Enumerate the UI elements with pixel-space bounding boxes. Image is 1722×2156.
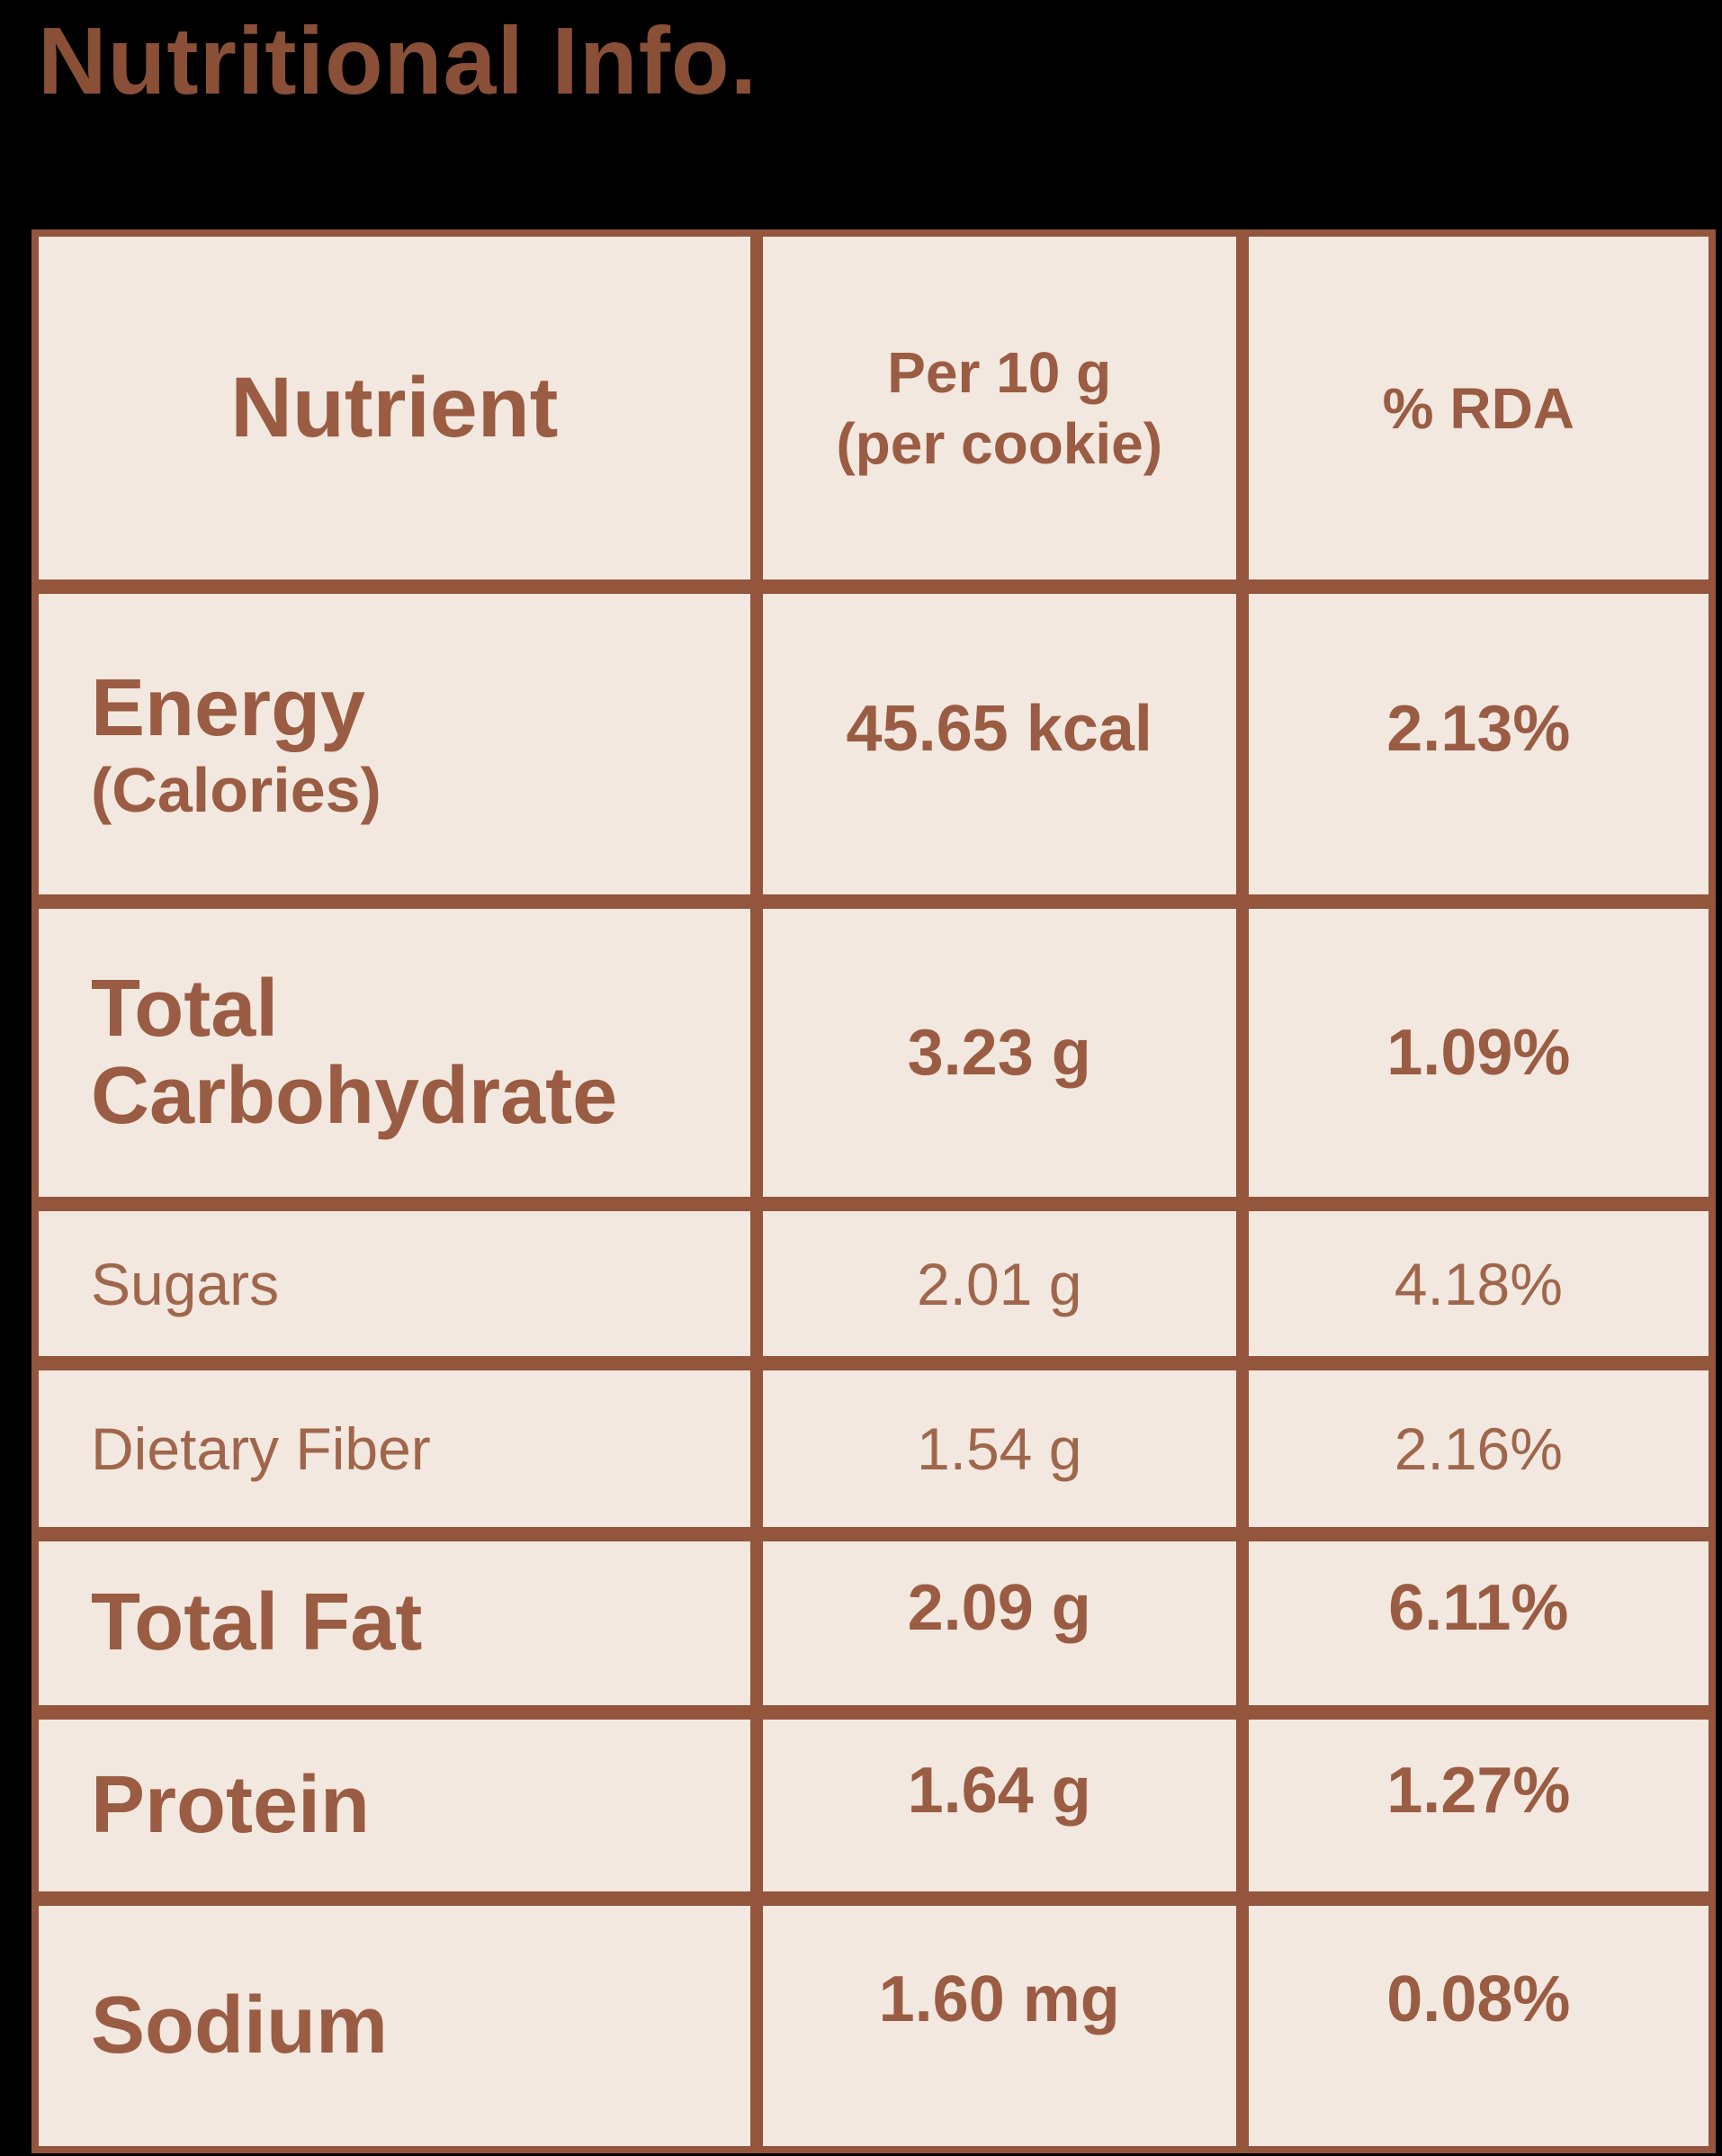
table-row-total-carbohydrate: Total Carbohydrate 3.23 g 1.09% — [39, 894, 1709, 1197]
sugars-rda: 4.18% — [1394, 1250, 1563, 1317]
table-row-sugars: Sugars 2.01 g 4.18% — [39, 1197, 1709, 1356]
fiber-rda-cell: 2.16% — [1235, 1370, 1709, 1527]
carb-amount-cell: 3.23 g — [749, 909, 1236, 1197]
energy-label-cell: Energy (Calories) — [39, 594, 750, 894]
carb-label-cell: Total Carbohydrate — [39, 909, 750, 1197]
fiber-label: Dietary Fiber — [91, 1415, 431, 1482]
header-per-10g-line1: Per 10 g — [887, 340, 1112, 406]
carb-rda-cell: 1.09% — [1235, 909, 1709, 1197]
protein-rda: 1.27% — [1386, 1754, 1571, 1827]
sodium-rda: 0.08% — [1386, 1963, 1571, 2035]
fat-rda-cell: 6.11% — [1235, 1541, 1709, 1705]
carb-amount: 3.23 g — [907, 1017, 1091, 1089]
header-cell-per-10g: Per 10 g (per cookie) — [749, 237, 1236, 579]
table-row-sodium: Sodium 1.60 mg 0.08% — [39, 1891, 1709, 2146]
sugars-amount: 2.01 g — [916, 1250, 1082, 1317]
protein-rda-cell: 1.27% — [1235, 1720, 1709, 1891]
nutrition-table: Nutrient Per 10 g (per cookie) % RDA Ene… — [31, 229, 1716, 2153]
fat-amount: 2.09 g — [907, 1572, 1091, 1644]
energy-amount: 45.65 kcal — [846, 693, 1152, 765]
sodium-rda-cell: 0.08% — [1235, 1906, 1709, 2146]
carb-rda: 1.09% — [1386, 1017, 1571, 1089]
fat-amount-cell: 2.09 g — [749, 1541, 1236, 1705]
table-row-total-fat: Total Fat 2.09 g 6.11% — [39, 1527, 1709, 1705]
fiber-rda: 2.16% — [1394, 1415, 1563, 1482]
carb-label: Total Carbohydrate — [91, 963, 618, 1141]
protein-label-cell: Protein — [39, 1720, 750, 1891]
page-title: Nutritional Info. — [38, 8, 758, 114]
protein-label: Protein — [91, 1759, 371, 1850]
fiber-amount-cell: 1.54 g — [749, 1370, 1236, 1527]
energy-amount-cell: 45.65 kcal — [749, 594, 1236, 894]
energy-rda: 2.13% — [1386, 693, 1571, 765]
table-row-energy: Energy (Calories) 45.65 kcal 2.13% — [39, 579, 1709, 894]
fat-rda: 6.11% — [1388, 1572, 1569, 1644]
protein-amount: 1.64 g — [907, 1754, 1091, 1827]
header-rda-label: % RDA — [1382, 375, 1575, 441]
sodium-label: Sodium — [91, 1980, 388, 2071]
sodium-amount: 1.60 mg — [878, 1963, 1120, 2035]
table-row-protein: Protein 1.64 g 1.27% — [39, 1705, 1709, 1891]
fiber-amount: 1.54 g — [916, 1415, 1082, 1482]
header-nutrient-label: Nutrient — [230, 360, 559, 455]
energy-sublabel: (Calories) — [91, 754, 381, 825]
sodium-label-cell: Sodium — [39, 1906, 750, 2146]
protein-amount-cell: 1.64 g — [749, 1720, 1236, 1891]
header-cell-rda: % RDA — [1235, 237, 1709, 579]
table-row-dietary-fiber: Dietary Fiber 1.54 g 2.16% — [39, 1356, 1709, 1527]
sugars-amount-cell: 2.01 g — [749, 1211, 1236, 1356]
sugars-label-cell: Sugars — [39, 1211, 750, 1356]
energy-rda-cell: 2.13% — [1235, 594, 1709, 894]
sugars-label: Sugars — [91, 1250, 280, 1317]
sodium-amount-cell: 1.60 mg — [749, 1906, 1236, 2146]
header-cell-nutrient: Nutrient — [39, 237, 750, 579]
table-header-row: Nutrient Per 10 g (per cookie) % RDA — [39, 237, 1709, 579]
sugars-rda-cell: 4.18% — [1235, 1211, 1709, 1356]
fat-label-cell: Total Fat — [39, 1541, 750, 1705]
energy-label: Energy — [91, 662, 366, 753]
fiber-label-cell: Dietary Fiber — [39, 1370, 750, 1527]
fat-label: Total Fat — [91, 1577, 423, 1668]
header-per-10g-line2: (per cookie) — [836, 410, 1163, 476]
